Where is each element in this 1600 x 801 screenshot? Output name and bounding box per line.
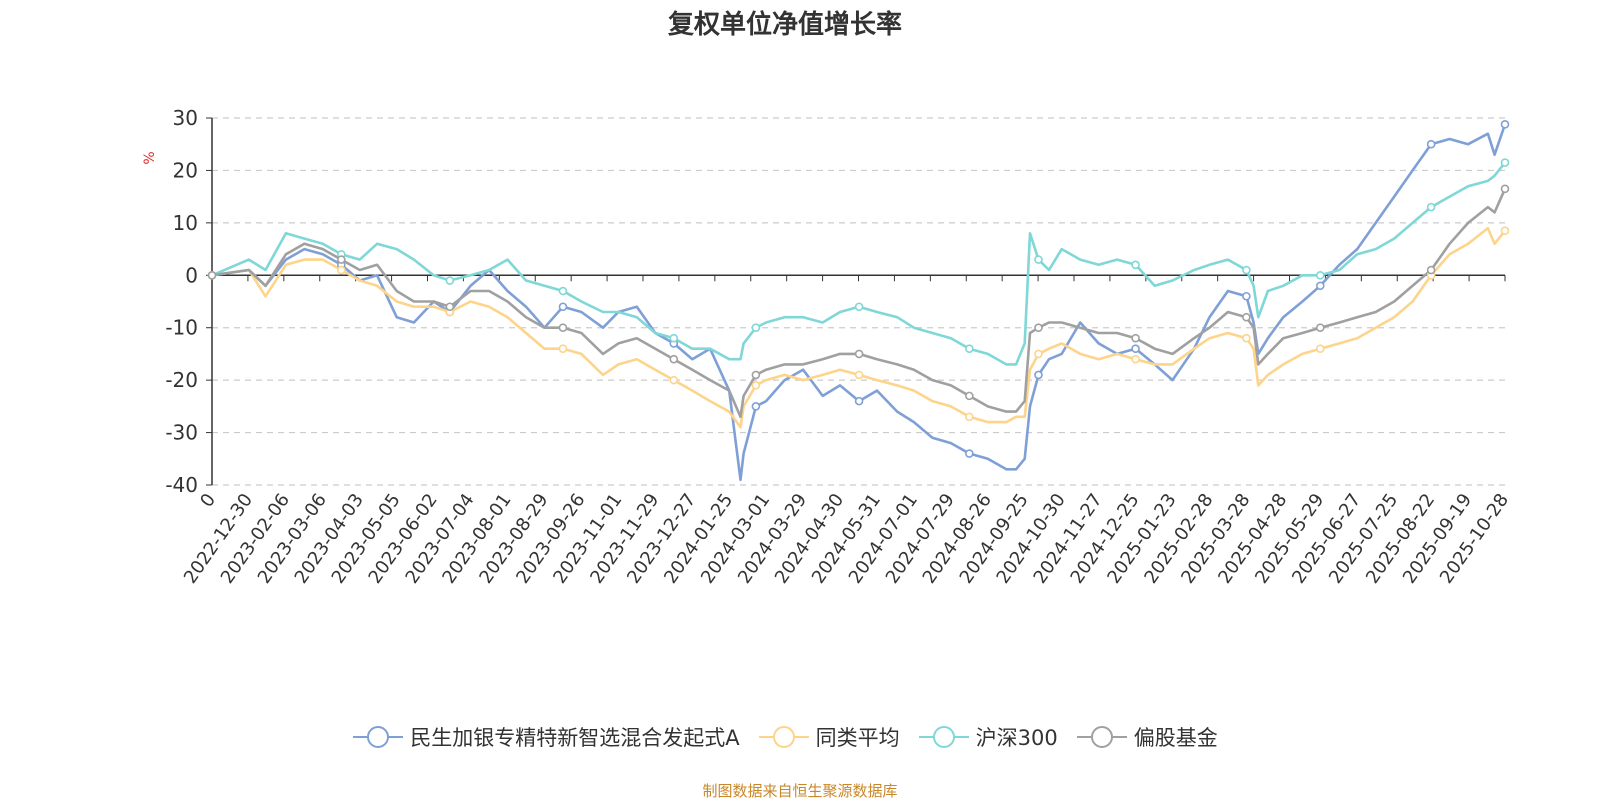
series-point-2: [1242, 265, 1251, 275]
series-point-3: [207, 270, 217, 280]
series-point-3: [1426, 265, 1436, 275]
chart-title: 复权单位净值增长率: [667, 10, 902, 40]
series-point-1: [558, 344, 568, 353]
series-point-1: [336, 265, 346, 275]
series-point-0: [751, 402, 761, 411]
series-point-0: [965, 449, 974, 458]
y-tick-label: 0: [185, 263, 198, 287]
y-tick-label: -30: [165, 421, 198, 445]
series-point-3: [751, 370, 761, 380]
series-point-2: [854, 302, 864, 312]
grid-lines: [212, 117, 1505, 486]
y-tick-label: -20: [165, 368, 198, 392]
legend-item-1[interactable]: 同类平均: [758, 722, 900, 752]
legend-label: 民生加银专精特新智选混合发起式A: [410, 726, 740, 750]
y-tick-label: 10: [173, 211, 198, 235]
series-point-1: [751, 381, 761, 390]
series-point-1: [1500, 226, 1510, 236]
series-point-2: [1131, 260, 1140, 270]
series-point-3: [558, 323, 568, 333]
series-point-3: [445, 302, 455, 312]
series-line-3: [211, 188, 1507, 419]
series-point-3: [1315, 323, 1325, 333]
series-point-3: [854, 349, 864, 359]
series-point-3: [1131, 333, 1140, 343]
series-point-2: [1315, 270, 1325, 280]
series-point-3: [669, 354, 679, 364]
series-point-1: [854, 370, 864, 380]
series-point-0: [1500, 119, 1510, 129]
series-point-0: [1034, 370, 1043, 380]
y-tick-label: -10: [165, 316, 198, 340]
series-point-3: [1242, 312, 1251, 322]
legend-swatch-icon: [918, 726, 969, 748]
series-point-3: [1500, 184, 1510, 194]
series-point-2: [558, 286, 568, 296]
series-point-2: [751, 323, 761, 333]
legend-swatch-icon: [353, 726, 404, 748]
y-axis-unit-label: %: [142, 151, 158, 164]
series-markers: [207, 119, 1510, 458]
series-point-2: [445, 276, 455, 285]
series-point-0: [1131, 344, 1140, 353]
series-point-1: [1131, 354, 1140, 364]
series-point-0: [854, 396, 864, 406]
series-point-1: [1315, 344, 1325, 353]
series-point-2: [965, 344, 974, 353]
y-tick-label: 20: [173, 158, 198, 182]
series-point-1: [1242, 333, 1251, 343]
x-tick-label: 0: [196, 490, 220, 511]
legend-label: 沪深300: [975, 726, 1058, 750]
series-point-1: [1034, 349, 1043, 359]
series-line-1: [211, 226, 1507, 429]
legend-label: 同类平均: [815, 726, 900, 750]
legend: 民生加银专精特新智选混合发起式A 同类平均 沪深300 偏股基金: [0, 722, 1570, 752]
series-point-2: [1426, 202, 1436, 212]
series-lines: [211, 123, 1507, 482]
y-tick-label: 30: [173, 106, 198, 130]
y-tick-label: -40: [165, 473, 198, 497]
series-point-0: [1242, 291, 1251, 301]
axes: 3020100-10-20-30-4002022-12-302023-02-06…: [165, 106, 1513, 588]
series-point-1: [965, 412, 974, 422]
series-line-2: [211, 161, 1507, 366]
legend-swatch-icon: [1076, 726, 1127, 748]
source-note: 制图数据来自恒生聚源数据库: [702, 782, 898, 800]
series-point-2: [1500, 158, 1510, 167]
series-point-3: [336, 255, 346, 264]
series-point-0: [1426, 139, 1436, 149]
series-point-3: [1034, 323, 1043, 333]
legend-swatch-icon: [758, 726, 809, 748]
series-point-2: [669, 333, 679, 343]
series-point-0: [558, 302, 568, 312]
legend-item-2[interactable]: 沪深300: [918, 722, 1058, 752]
series-point-2: [1034, 255, 1043, 264]
legend-item-0[interactable]: 民生加银专精特新智选混合发起式A: [352, 722, 740, 752]
series-point-1: [669, 375, 679, 385]
legend-item-3[interactable]: 偏股基金: [1076, 722, 1218, 752]
legend-label: 偏股基金: [1133, 726, 1218, 750]
series-point-3: [965, 391, 974, 401]
series-line-0: [211, 123, 1507, 482]
series-point-0: [1315, 281, 1325, 291]
